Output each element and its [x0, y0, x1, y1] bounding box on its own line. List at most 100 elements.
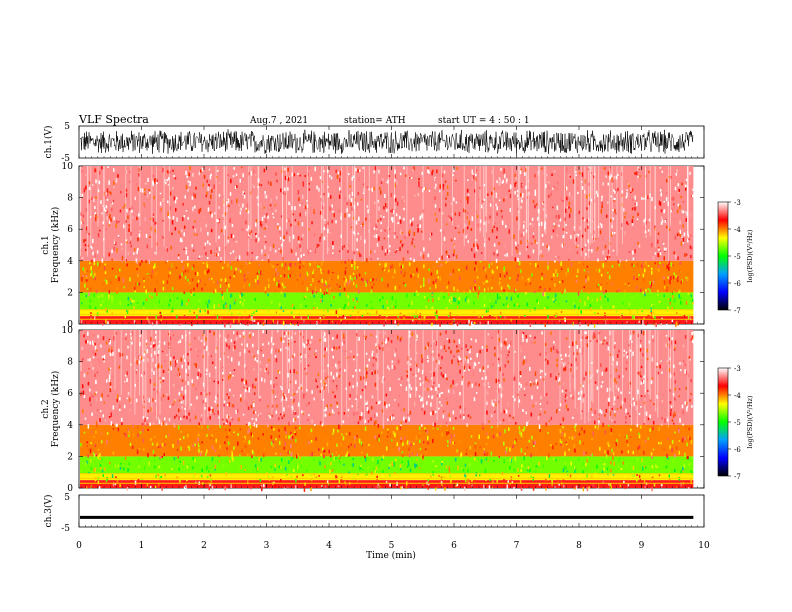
spectrogram-speckle	[658, 254, 661, 257]
spectrogram-speckle	[640, 406, 642, 408]
spectrogram-speckle	[94, 345, 97, 350]
spectrogram-speckle	[437, 276, 439, 279]
spectrogram-speckle	[230, 293, 232, 298]
spectrogram-speckle	[307, 172, 309, 177]
spectrogram-speckle	[434, 204, 437, 208]
spectrogram-speckle	[447, 439, 449, 444]
spectrogram-speckle	[509, 184, 512, 189]
spectrogram-speckle	[491, 280, 494, 284]
spectrogram-speckle	[590, 198, 593, 202]
spectrogram-speckle	[438, 257, 441, 261]
spectrogram-speckle	[313, 397, 315, 401]
spectrogram-speckle	[523, 355, 526, 359]
ch1-ytick-top: 5	[64, 122, 70, 132]
spectrogram-speckle	[363, 188, 365, 193]
spectrogram-speckle	[378, 206, 380, 211]
spectrogram-speckle	[641, 458, 643, 461]
spectrogram-speckle	[115, 404, 118, 408]
spectrogram-speckle	[112, 428, 115, 430]
spectrogram-speckle	[470, 357, 472, 360]
spectrogram-speckle	[133, 300, 135, 303]
spectrogram-speckle	[127, 345, 129, 349]
spectrogram-speckle	[277, 311, 279, 316]
spectrogram-speckle	[327, 192, 330, 198]
spectrogram-speckle	[558, 303, 560, 306]
spectrogram-speckle	[421, 423, 423, 427]
spectrogram-speckle	[359, 169, 361, 172]
spectrogram-speckle	[208, 241, 211, 244]
spectrogram-speckle	[319, 484, 321, 486]
spectrogram-speckle	[684, 253, 686, 257]
spectrogram-speckle	[259, 398, 261, 402]
spectrogram-speckle	[307, 250, 310, 255]
spectrogram-speckle	[690, 234, 692, 237]
spectrogram-speckle	[476, 214, 479, 219]
spectrogram-speckle	[393, 416, 395, 420]
spectrogram-speckle	[365, 374, 368, 379]
spectrogram-speckle	[182, 460, 185, 465]
spectrogram-speckle	[182, 354, 185, 359]
spectrogram-speckle	[335, 451, 338, 454]
spectrogram-speckle	[561, 302, 563, 305]
spectrogram-speckle	[299, 204, 301, 207]
spectrogram-speckle	[503, 266, 505, 271]
spectrogram-streak	[354, 166, 355, 236]
spectrogram-speckle	[348, 432, 351, 436]
spectrogram-speckle	[197, 372, 200, 377]
spectrogram-speckle	[392, 276, 394, 278]
spectrogram-speckle	[501, 386, 504, 390]
spectrogram-speckle	[638, 243, 641, 248]
spectrogram-speckle	[499, 296, 501, 300]
spectrogram-speckle	[403, 217, 405, 221]
spectrogram-speckle	[611, 447, 614, 450]
spectrogram-speckle	[519, 251, 521, 255]
spectrogram-speckle	[319, 238, 321, 243]
spectrogram-speckle	[152, 213, 155, 217]
spectrogram-speckle	[90, 362, 93, 368]
spectrogram-speckle	[392, 464, 394, 467]
spectrogram-speckle	[500, 294, 502, 296]
spectrogram-speckle	[275, 377, 278, 379]
spectrogram-speckle	[219, 284, 222, 288]
spectrogram-speckle	[447, 389, 450, 394]
spectrogram-speckle	[419, 318, 421, 323]
spectrogram-speckle	[526, 245, 529, 249]
spectrogram-speckle	[534, 192, 537, 196]
spectrogram-speckle	[586, 487, 589, 492]
spectrogram-speckle	[601, 200, 603, 206]
spectrogram-speckle	[101, 469, 104, 473]
spectrogram-speckle	[367, 410, 370, 414]
spectrogram-speckle	[616, 361, 618, 366]
spectrogram-speckle	[170, 366, 172, 371]
spectrogram-speckle	[356, 353, 359, 356]
spectrogram-speckle	[381, 484, 383, 489]
spectrogram-speckle	[244, 469, 246, 471]
spectrogram-speckle	[509, 277, 511, 280]
spectrogram-streak	[224, 166, 225, 264]
spectrogram-speckle	[436, 169, 438, 174]
spectrogram-speckle	[121, 255, 124, 261]
spectrogram-speckle	[535, 402, 537, 405]
spectrogram-speckle	[141, 356, 143, 360]
spectrogram-speckle	[286, 176, 289, 179]
spectrogram-speckle	[188, 366, 190, 370]
spectrogram-speckle	[109, 213, 111, 218]
spectrogram-speckle	[446, 401, 449, 405]
spectrogram-speckle	[236, 331, 239, 336]
spectrogram-speckle	[323, 283, 326, 287]
spectrogram-speckle	[81, 221, 84, 224]
spectrogram-speckle	[532, 486, 535, 491]
spectrogram-speckle	[106, 257, 109, 260]
spectrogram-speckle	[206, 261, 208, 265]
spectrogram-speckle	[532, 441, 535, 446]
spectrogram-speckle	[489, 314, 491, 318]
spectrogram-speckle	[132, 424, 134, 428]
spectrogram-speckle	[631, 263, 633, 267]
spectrogram-speckle	[300, 254, 302, 258]
spectrogram-speckle	[187, 173, 189, 177]
spectrogram-speckle	[520, 193, 522, 197]
spectrogram-speckle	[275, 311, 278, 314]
spectrogram-speckle	[351, 264, 353, 268]
spectrogram-speckle	[237, 311, 239, 315]
spectrogram-speckle	[302, 474, 304, 477]
